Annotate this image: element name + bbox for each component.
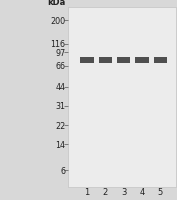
Text: 44: 44	[56, 83, 65, 92]
Text: 14: 14	[56, 140, 65, 149]
Text: 22: 22	[55, 121, 65, 130]
FancyBboxPatch shape	[68, 8, 176, 187]
Text: 3: 3	[121, 187, 126, 196]
Text: 4: 4	[139, 187, 145, 196]
Text: 5: 5	[158, 187, 163, 196]
FancyBboxPatch shape	[99, 58, 112, 63]
Text: 200: 200	[50, 17, 65, 25]
Text: kDa: kDa	[47, 0, 65, 7]
FancyBboxPatch shape	[154, 58, 167, 63]
Text: 1: 1	[84, 187, 90, 196]
FancyBboxPatch shape	[117, 58, 130, 63]
FancyBboxPatch shape	[80, 58, 94, 63]
Text: 2: 2	[103, 187, 108, 196]
Text: 31: 31	[56, 102, 65, 111]
Text: 97: 97	[55, 49, 65, 57]
Text: 116: 116	[50, 40, 65, 49]
FancyBboxPatch shape	[135, 58, 149, 63]
Text: 6: 6	[61, 166, 65, 175]
Text: 66: 66	[56, 62, 65, 71]
